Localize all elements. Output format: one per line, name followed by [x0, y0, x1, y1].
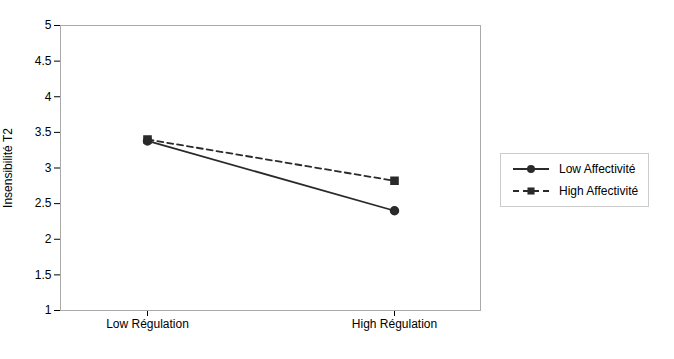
svg-text:4.5: 4.5	[35, 53, 52, 67]
svg-text:High Régulation: High Régulation	[352, 317, 437, 331]
svg-text:5: 5	[45, 18, 52, 32]
svg-text:2.5: 2.5	[35, 196, 52, 210]
svg-text:4: 4	[45, 89, 52, 103]
svg-text:1: 1	[45, 303, 52, 317]
svg-text:Insensibilité T2: Insensibilité T2	[1, 127, 15, 207]
svg-text:3.5: 3.5	[35, 125, 52, 139]
html-text:High Affectivité: High Affectivité	[559, 183, 639, 198]
svg-text:Low Régulation: Low Régulation	[106, 317, 189, 331]
html-text:Low Affectivité: Low Affectivité	[559, 161, 636, 176]
svg-text:1.5: 1.5	[35, 267, 52, 281]
svg-text:3: 3	[45, 160, 52, 174]
svg-text:2: 2	[45, 232, 52, 246]
